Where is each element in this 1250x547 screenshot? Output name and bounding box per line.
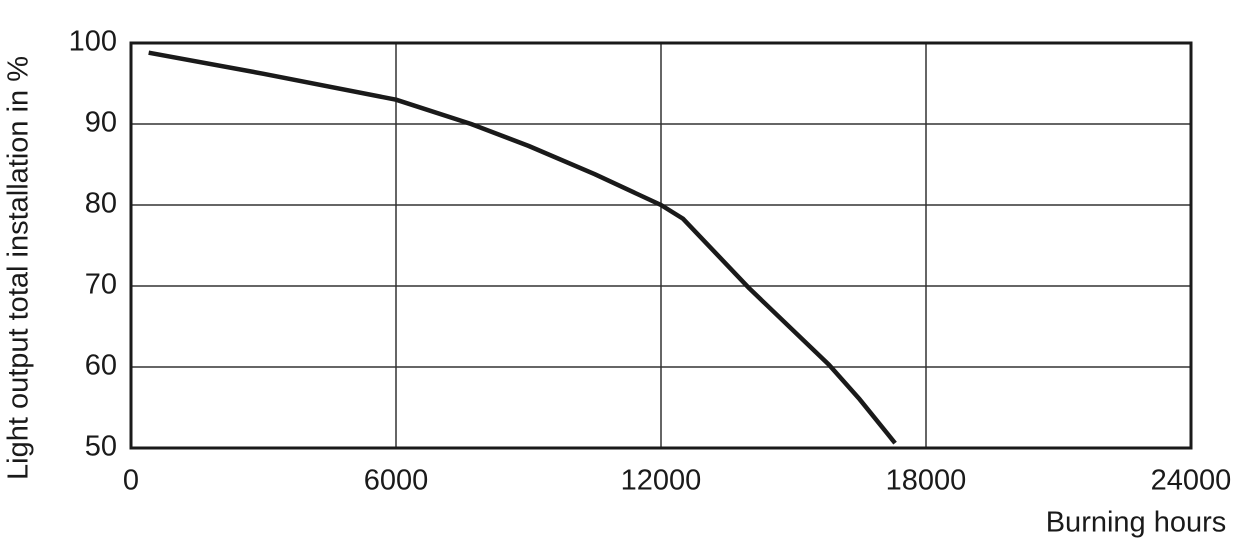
x-tick-label: 24000 xyxy=(1151,465,1232,497)
series-line xyxy=(148,50,897,445)
y-tick-label: 90 xyxy=(85,107,117,139)
x-tick-label: 0 xyxy=(123,465,139,497)
y-tick-label: 50 xyxy=(85,431,117,463)
y-tick-label: 70 xyxy=(85,269,117,301)
y-tick-label: 80 xyxy=(85,188,117,220)
plot-frame xyxy=(129,41,1193,450)
y-tick-label: 60 xyxy=(85,350,117,382)
x-tick-label: 6000 xyxy=(364,465,429,497)
y-axis-label: Light output total installation in % xyxy=(3,56,35,480)
x-tick-label: 12000 xyxy=(621,465,702,497)
x-axis-label: Burning hours xyxy=(1046,507,1227,539)
x-tick-label: 18000 xyxy=(886,465,967,497)
y-tick-label: 100 xyxy=(69,26,117,58)
